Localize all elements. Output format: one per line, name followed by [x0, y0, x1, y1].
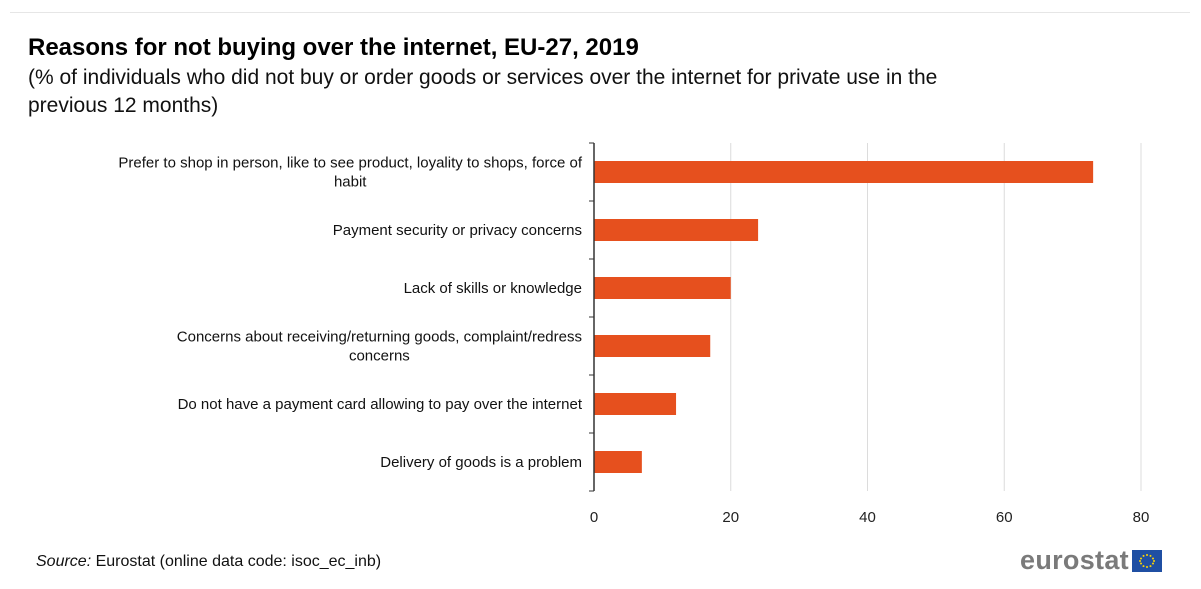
bar — [594, 219, 759, 241]
logo-text: eurostat — [1020, 545, 1129, 575]
bar — [594, 335, 711, 357]
bar — [594, 161, 1094, 183]
x-tick-label: 40 — [859, 509, 876, 526]
x-tick-label: 60 — [996, 509, 1013, 526]
chart-frame — [10, 12, 1190, 583]
source-text: Eurostat (online data code: isoc_ec_inb) — [95, 553, 382, 570]
category-label: concerns — [349, 348, 410, 365]
x-tick-label: 20 — [722, 509, 739, 526]
category-label: Prefer to shop in person, like to see pr… — [118, 155, 582, 172]
x-tick-label: 80 — [1133, 509, 1150, 526]
source-label: Source: — [36, 553, 92, 570]
category-label: Do not have a payment card allowing to p… — [178, 396, 583, 413]
bar — [594, 277, 731, 299]
category-label: Payment security or privacy concerns — [333, 222, 582, 239]
category-label: Lack of skills or knowledge — [404, 280, 582, 297]
bar — [594, 451, 642, 473]
chart-title: Reasons for not buying over the internet… — [28, 34, 639, 61]
chart-subtitle: (% of individuals who did not buy or ord… — [28, 66, 938, 117]
x-tick-label: 0 — [590, 509, 598, 526]
bar — [594, 393, 677, 415]
category-label: habit — [334, 174, 367, 191]
eu-flag-icon — [1131, 549, 1162, 572]
category-label: Delivery of goods is a problem — [380, 454, 582, 471]
source-note: Source: Eurostat (online data code: isoc… — [36, 553, 381, 571]
category-label: Concerns about receiving/returning goods… — [177, 329, 582, 346]
eurostat-logo: eurostat — [1020, 545, 1162, 576]
